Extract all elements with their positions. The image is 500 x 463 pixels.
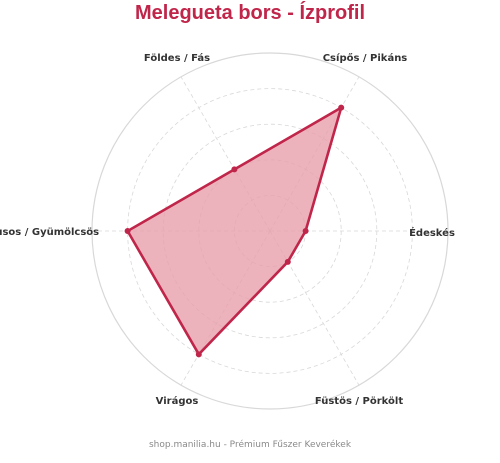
- category-label-6: Füstös / Pörkölt: [315, 396, 403, 407]
- category-label-2: Csípős / Pikáns: [323, 52, 408, 64]
- category-label-3: Földes / Fás: [144, 52, 210, 64]
- data-point-1: [302, 228, 309, 234]
- data-point-3: [231, 166, 238, 173]
- series-area-1: [126, 106, 343, 356]
- footer-credit: shop.manilia.hu - Prémium Fűszer Keverék…: [148, 440, 352, 450]
- data-point-2: [338, 104, 345, 111]
- chart-title: Melegueta bors - Ízprofil: [134, 2, 366, 24]
- data-point-4: [124, 228, 131, 234]
- category-label-4: Citrusos / Gyümölcsös: [0, 227, 99, 238]
- data-point-5: [195, 351, 202, 358]
- data-point-6: [284, 258, 291, 265]
- category-label-1: Édeskés: [409, 226, 455, 239]
- category-label-5: Virágos: [156, 395, 199, 407]
